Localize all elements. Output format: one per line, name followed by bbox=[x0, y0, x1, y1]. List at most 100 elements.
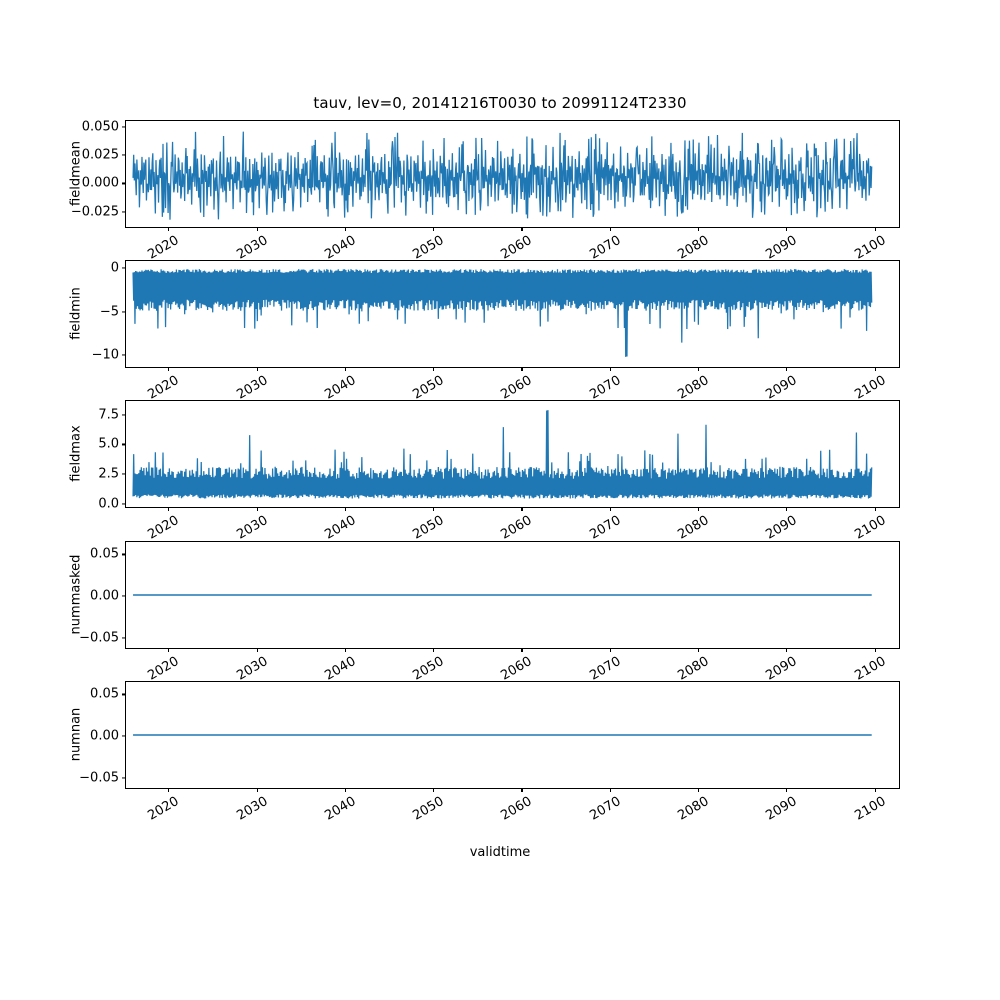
x-tick-mark bbox=[521, 648, 523, 653]
x-tick-mark bbox=[168, 367, 170, 372]
x-tick-label: 2100 bbox=[851, 794, 889, 824]
y-tick-mark bbox=[121, 776, 126, 779]
x-tick-mark bbox=[168, 788, 170, 793]
figure-title: tauv, lev=0, 20141216T0030 to 20991124T2… bbox=[313, 94, 687, 112]
x-tick-label: 2030 bbox=[233, 794, 271, 824]
x-tick-mark bbox=[697, 227, 700, 232]
x-tick-mark bbox=[786, 648, 788, 653]
x-tick-mark bbox=[786, 367, 788, 372]
y-axis-label-fieldmin: fieldmin bbox=[68, 287, 84, 340]
subplot-fieldmean: 0.050 0.025 0.000 −0.025 fieldmean 2020 2030 20… bbox=[69, 120, 900, 263]
x-tick-mark bbox=[168, 648, 170, 653]
x-tick-mark bbox=[609, 788, 611, 793]
plot-area-nummasked bbox=[126, 542, 899, 648]
y-tick-label: 0.00 bbox=[90, 588, 119, 604]
x-tick-mark bbox=[256, 648, 258, 653]
x-tick-mark bbox=[521, 367, 523, 372]
x-tick-mark bbox=[344, 648, 346, 653]
y-tick-label: 0.050 bbox=[81, 119, 119, 135]
y-tick-label: 0.025 bbox=[81, 147, 119, 163]
x-tick-mark bbox=[521, 227, 523, 232]
x-tick-label: 2080 bbox=[675, 794, 712, 824]
x-tick-mark bbox=[786, 227, 788, 232]
x-tick-mark bbox=[521, 788, 523, 793]
x-tick-label: 2060 bbox=[498, 794, 535, 824]
x-tick-mark bbox=[168, 507, 170, 512]
plot-area-fieldmax bbox=[126, 401, 899, 507]
y-tick-mark bbox=[121, 311, 126, 313]
x-tick-mark bbox=[256, 788, 258, 793]
y-tick-label: 0.00 bbox=[90, 728, 119, 744]
y-tick-label: 0 bbox=[110, 260, 119, 276]
x-tick-mark bbox=[433, 367, 435, 372]
x-tick-label: 2040 bbox=[322, 794, 359, 824]
y-tick-mark bbox=[121, 267, 126, 269]
y-tick-label: −0.05 bbox=[79, 770, 119, 786]
y-tick-mark bbox=[121, 354, 126, 356]
x-tick-mark bbox=[874, 227, 876, 232]
x-tick-mark bbox=[256, 227, 258, 232]
x-tick-mark bbox=[168, 227, 170, 232]
y-tick-mark bbox=[121, 553, 126, 555]
x-tick-mark bbox=[344, 788, 346, 793]
x-tick-mark bbox=[256, 507, 258, 512]
data-line-fieldmin bbox=[133, 269, 872, 357]
y-tick-label: 0.0 bbox=[98, 496, 119, 512]
x-tick-mark bbox=[697, 507, 700, 512]
plot-area-fieldmin bbox=[126, 261, 899, 367]
x-tick-mark bbox=[433, 648, 435, 653]
x-tick-mark bbox=[697, 648, 700, 653]
subplot-fieldmin: 0 −5 −10 fieldmin 2020 2030 2040 2050 2060 2070 20… bbox=[69, 260, 900, 403]
x-tick-mark bbox=[786, 507, 788, 512]
x-tick-mark bbox=[344, 367, 346, 372]
y-tick-mark bbox=[121, 126, 126, 128]
x-tick-mark bbox=[697, 367, 700, 372]
x-tick-label: 2020 bbox=[145, 794, 182, 824]
y-tick-label: 2.5 bbox=[98, 466, 119, 482]
x-tick-mark bbox=[786, 788, 788, 793]
plot-area-numnan bbox=[126, 682, 899, 788]
x-tick-label: 2090 bbox=[763, 794, 800, 824]
y-tick-mark bbox=[121, 735, 126, 737]
y-tick-mark bbox=[121, 693, 126, 695]
y-tick-mark bbox=[121, 503, 126, 505]
y-tick-label: 0.05 bbox=[90, 546, 119, 562]
y-tick-mark bbox=[121, 443, 126, 445]
subplot-fieldmax: 7.5 5.0 2.5 0.0 fieldmax 2020 2030 2040 2050 2060… bbox=[69, 400, 900, 543]
y-tick-label: −10 bbox=[91, 347, 119, 363]
y-tick-mark bbox=[121, 154, 126, 156]
y-tick-mark bbox=[121, 414, 126, 416]
x-tick-mark bbox=[344, 507, 346, 512]
data-line-fieldmax bbox=[133, 410, 872, 498]
y-tick-mark bbox=[121, 595, 126, 597]
x-tick-mark bbox=[433, 507, 435, 512]
y-tick-mark bbox=[121, 473, 126, 475]
y-axis-label-fieldmean: fieldmean bbox=[68, 141, 84, 206]
y-axis-label-nummasked: nummasked bbox=[68, 554, 84, 635]
y-tick-label: −0.025 bbox=[70, 204, 119, 220]
y-tick-label: −0.05 bbox=[79, 630, 119, 646]
y-tick-label: 5.0 bbox=[98, 436, 119, 452]
plot-area-fieldmean bbox=[126, 121, 899, 227]
data-line-fieldmean bbox=[133, 132, 872, 220]
subplot-nummasked: 0.05 0.00 −0.05 nummasked 2020 2030 2040 2050 20… bbox=[69, 541, 900, 684]
x-tick-label: 2050 bbox=[410, 794, 447, 824]
y-tick-label: 0.05 bbox=[90, 686, 119, 702]
x-tick-mark bbox=[609, 367, 611, 372]
x-tick-mark bbox=[433, 788, 435, 793]
x-tick-mark bbox=[697, 788, 700, 793]
x-tick-mark bbox=[874, 648, 876, 653]
y-tick-label: −5 bbox=[99, 304, 119, 320]
x-tick-mark bbox=[256, 367, 258, 372]
y-tick-mark bbox=[121, 211, 126, 213]
x-tick-mark bbox=[433, 227, 435, 232]
y-tick-label: 7.5 bbox=[98, 407, 119, 423]
x-tick-mark bbox=[609, 648, 611, 653]
x-tick-mark bbox=[609, 507, 611, 512]
y-tick-mark bbox=[121, 636, 126, 639]
x-tick-label: 2070 bbox=[587, 794, 624, 824]
y-tick-mark bbox=[121, 182, 126, 184]
subplot-numnan: 0.05 0.00 −0.05 numnan 2020 2030 2040 2050 2060 2… bbox=[69, 681, 900, 824]
x-tick-mark bbox=[874, 367, 876, 372]
x-tick-mark bbox=[521, 507, 523, 512]
